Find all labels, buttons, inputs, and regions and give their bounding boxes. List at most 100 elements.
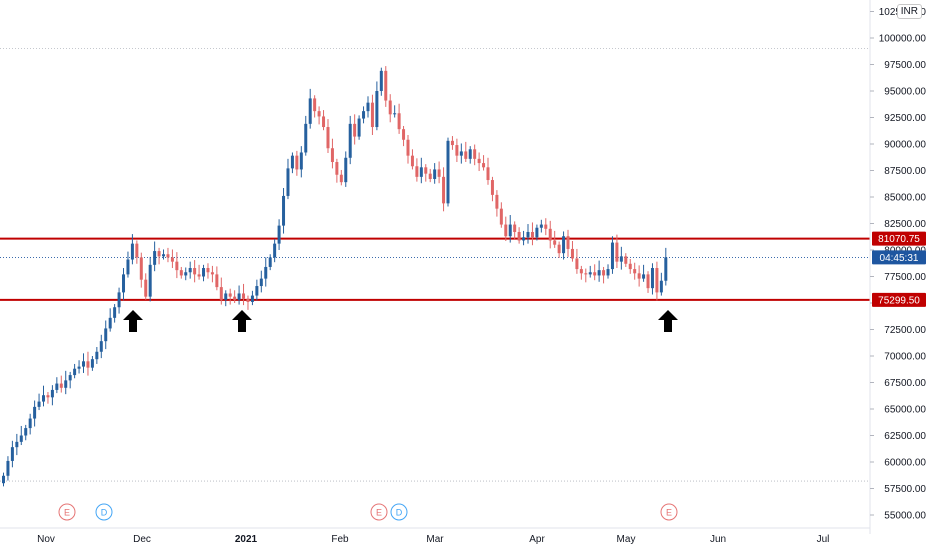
- candle: [246, 295, 250, 310]
- candle-body: [468, 149, 472, 159]
- candle: [224, 290, 228, 307]
- candle-body: [95, 351, 99, 360]
- candle-body: [517, 231, 521, 241]
- candle: [282, 187, 286, 234]
- event-marker: E: [660, 503, 678, 521]
- candle: [326, 119, 330, 154]
- candle-body: [219, 287, 223, 300]
- candle: [215, 266, 219, 291]
- candle-body: [215, 274, 219, 288]
- candle-body: [108, 317, 112, 329]
- candle: [562, 231, 566, 260]
- candle-body: [157, 251, 161, 257]
- candle: [375, 81, 379, 131]
- candle-body: [6, 460, 10, 476]
- event-letter: D: [396, 508, 403, 518]
- candle-body: [410, 155, 414, 167]
- candle: [566, 229, 570, 257]
- time-axis-labels[interactable]: Nov Dec 2021 Feb Mar Apr May Jun Jul: [37, 534, 829, 545]
- candle: [370, 94, 374, 135]
- candle-body: [268, 257, 272, 267]
- candle-body: [482, 163, 486, 168]
- candle-body: [170, 257, 174, 262]
- candle: [588, 265, 592, 278]
- candle-body: [495, 194, 499, 209]
- candle: [610, 236, 614, 274]
- candle-body: [15, 441, 19, 448]
- candle-body: [522, 237, 526, 241]
- candle-body: [406, 139, 410, 156]
- candle-body: [10, 447, 14, 461]
- candle-body: [82, 361, 86, 367]
- candle: [410, 149, 414, 170]
- candle-body: [135, 243, 139, 258]
- price-tick-label: 97500.00: [884, 60, 926, 71]
- candle-body: [277, 225, 281, 244]
- candle-body: [299, 152, 303, 170]
- candle-body: [99, 341, 103, 352]
- candle: [19, 425, 23, 446]
- candle: [442, 167, 446, 212]
- price-tick-label: 70000.00: [884, 352, 926, 363]
- candle-body: [530, 231, 534, 238]
- event-circle: [370, 503, 388, 521]
- candle: [482, 155, 486, 171]
- candle: [277, 219, 281, 250]
- candle: [304, 115, 308, 156]
- time-axis-label: Dec: [133, 534, 151, 545]
- candle: [513, 221, 517, 240]
- candle-body: [233, 296, 237, 300]
- candle-body: [264, 266, 268, 279]
- candle: [273, 238, 277, 263]
- arrow-up-icon: [658, 310, 678, 332]
- candle: [175, 252, 179, 279]
- candle: [490, 176, 494, 202]
- candle-body: [242, 293, 246, 299]
- candle: [486, 157, 490, 185]
- candle-body: [366, 102, 370, 112]
- candle: [557, 241, 561, 258]
- candle-body: [539, 224, 543, 228]
- candle-body: [237, 293, 241, 300]
- candle: [317, 106, 321, 125]
- candle: [184, 267, 188, 281]
- candle: [339, 169, 343, 186]
- candle-body: [459, 151, 463, 156]
- candle-body: [362, 111, 366, 119]
- candle-body: [402, 129, 406, 140]
- candle: [602, 266, 606, 284]
- candle: [393, 105, 397, 118]
- currency-label[interactable]: INR: [896, 4, 922, 19]
- countdown-label: 04:45:31: [880, 253, 919, 264]
- candle: [122, 268, 126, 301]
- candle-body: [642, 274, 646, 279]
- candle: [59, 375, 63, 393]
- candle-body: [593, 272, 597, 276]
- event-letter: D: [101, 508, 108, 518]
- price-tick-label: 62500.00: [884, 431, 926, 442]
- candle: [593, 264, 597, 281]
- candle-body: [153, 251, 157, 265]
- candle: [362, 106, 366, 124]
- candle-body: [490, 180, 494, 195]
- candle: [624, 253, 628, 267]
- candle: [33, 400, 37, 427]
- candle-body: [646, 274, 650, 289]
- candle: [584, 268, 588, 283]
- candle: [130, 234, 134, 265]
- candle: [379, 67, 383, 96]
- candle: [499, 202, 503, 228]
- event-marker: D: [390, 503, 408, 521]
- support-arrows: [123, 310, 678, 332]
- candle-body: [90, 359, 94, 368]
- candle-body: [544, 224, 548, 229]
- candle-body: [317, 111, 321, 117]
- candlestick-series: [2, 66, 668, 487]
- candle: [579, 265, 583, 280]
- price-axis-background[interactable]: [870, 0, 932, 534]
- candle: [424, 164, 428, 182]
- candle: [170, 249, 174, 269]
- candle: [286, 158, 290, 200]
- candle: [313, 95, 317, 118]
